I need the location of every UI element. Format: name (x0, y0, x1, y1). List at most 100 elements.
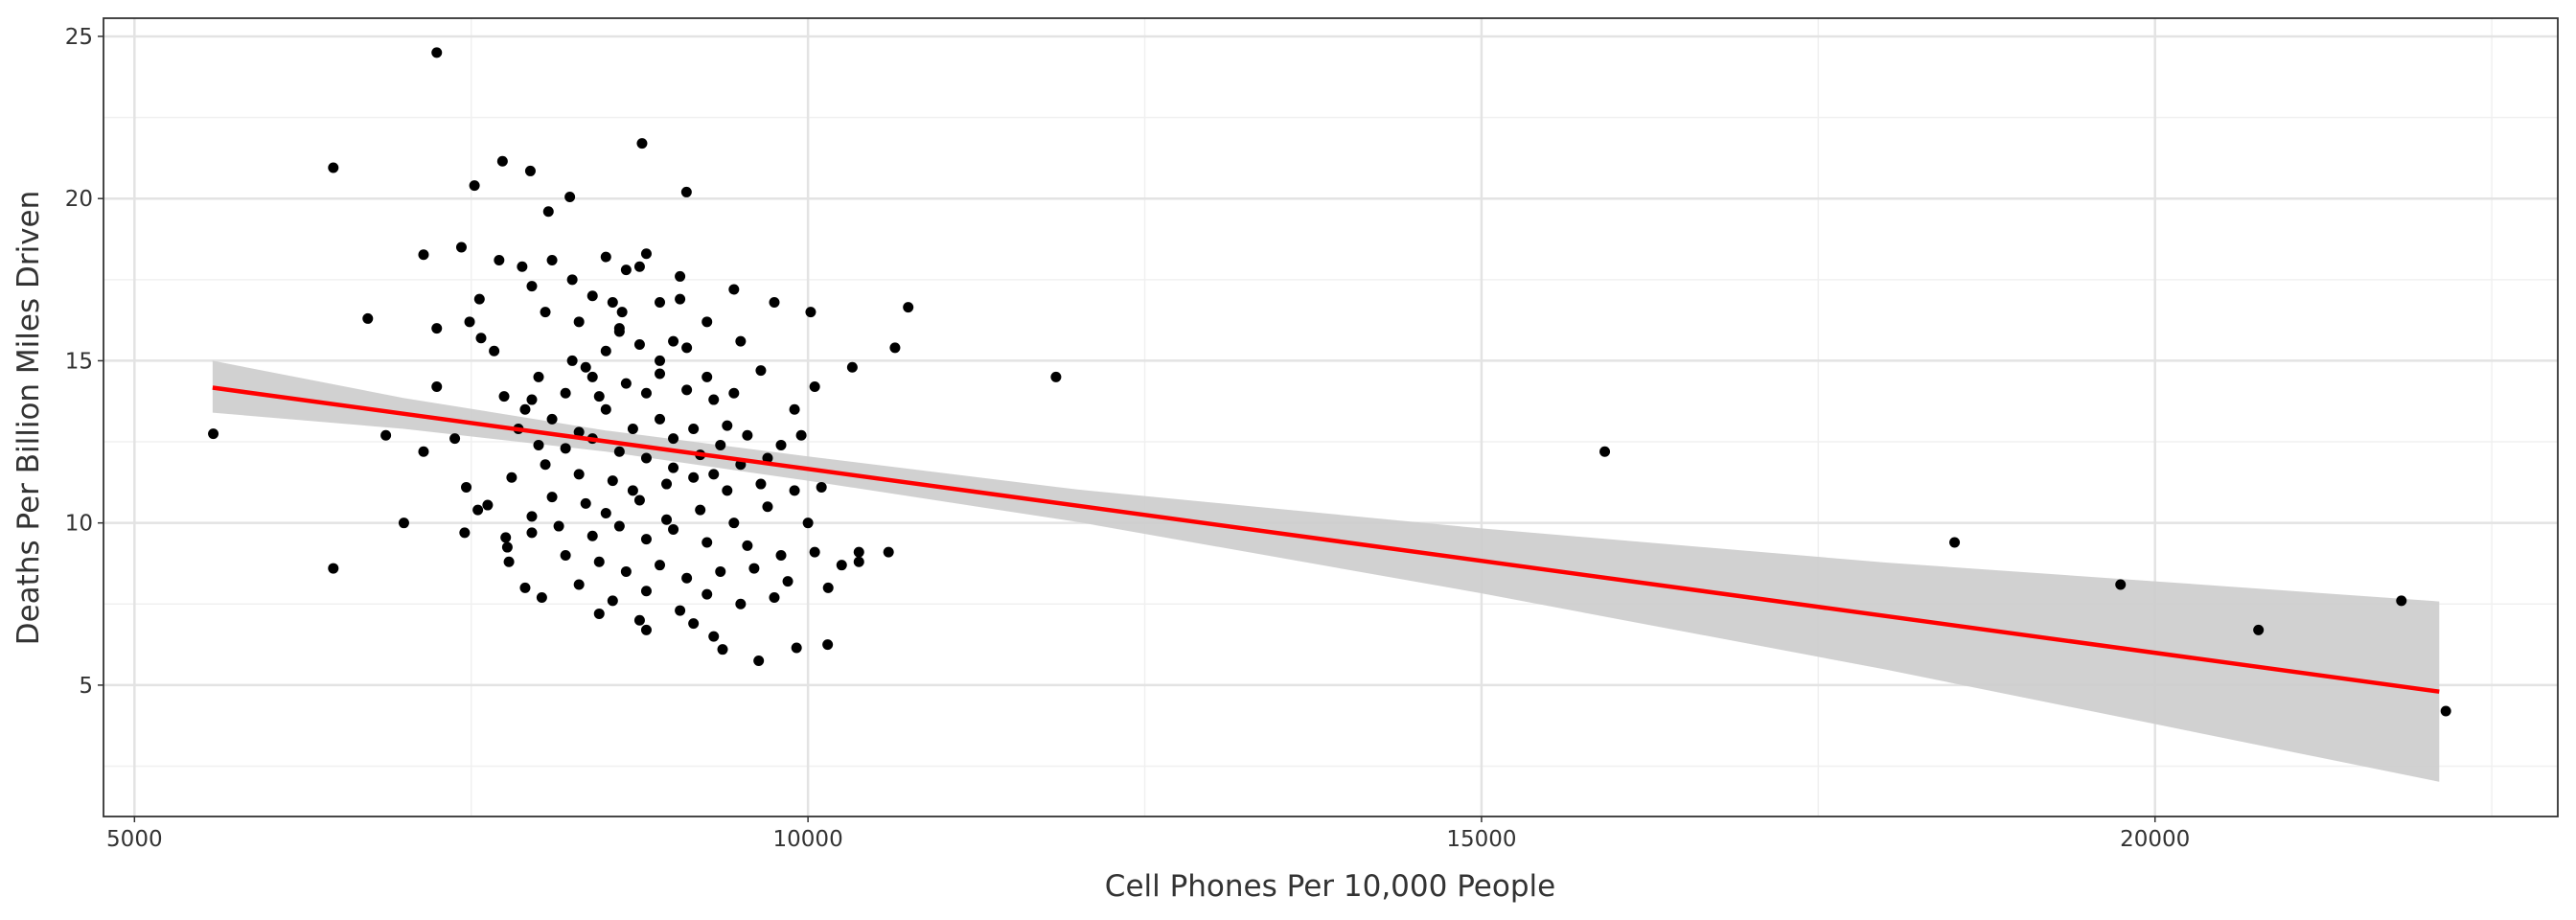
data-point (681, 342, 693, 354)
data-point (655, 413, 666, 425)
data-point (418, 446, 429, 457)
data-point (675, 605, 686, 616)
data-point (655, 297, 666, 309)
data-point (728, 284, 740, 295)
y-tick-label: 25 (65, 25, 93, 50)
data-point (613, 520, 625, 532)
data-point (564, 192, 576, 203)
data-point (600, 251, 611, 263)
data-point (482, 499, 494, 511)
data-point (636, 138, 648, 150)
data-point (702, 537, 713, 548)
data-point (735, 335, 747, 347)
data-point (2440, 705, 2451, 717)
data-point (640, 534, 652, 545)
data-point (431, 47, 443, 58)
data-point (560, 387, 571, 399)
data-point (668, 433, 679, 445)
data-point (1050, 371, 1062, 382)
data-point (846, 361, 858, 373)
data-point (883, 546, 894, 558)
y-tick-label: 20 (65, 187, 93, 212)
data-point (633, 339, 645, 351)
data-point (836, 560, 847, 571)
y-tick-label: 10 (65, 512, 93, 537)
data-point (640, 624, 652, 635)
data-point (688, 618, 700, 630)
data-point (600, 508, 611, 519)
data-point (573, 426, 585, 438)
data-point (449, 433, 461, 445)
data-point (526, 281, 538, 292)
data-point (668, 523, 679, 535)
data-point (735, 598, 747, 610)
data-point (816, 481, 827, 493)
data-point (553, 520, 564, 532)
data-point (496, 155, 508, 167)
data-point (753, 656, 765, 667)
data-point (640, 586, 652, 597)
data-point (600, 403, 611, 415)
data-point (546, 492, 558, 503)
data-point (546, 255, 558, 266)
data-point (655, 368, 666, 380)
data-point (717, 644, 728, 656)
data-point (489, 345, 500, 356)
data-point (566, 355, 578, 366)
x-tick-label: 10000 (773, 827, 843, 852)
data-point (506, 472, 518, 483)
data-point (762, 452, 773, 464)
data-point (640, 248, 652, 260)
data-point (613, 446, 625, 457)
data-point (903, 302, 914, 313)
data-point (627, 485, 638, 496)
data-point (775, 439, 787, 450)
data-point (475, 333, 487, 344)
data-point (675, 270, 686, 282)
data-point (755, 365, 767, 377)
data-point (607, 475, 618, 487)
data-point (455, 242, 467, 253)
data-point (668, 462, 679, 473)
data-point (853, 556, 864, 567)
data-point (600, 345, 611, 356)
data-point (560, 443, 571, 454)
data-point (431, 381, 443, 393)
confidence-band (212, 360, 2440, 782)
data-point (526, 511, 538, 522)
data-point (519, 403, 531, 415)
data-point (680, 186, 692, 197)
data-point (822, 639, 834, 651)
data-point (668, 335, 679, 347)
data-point (2115, 579, 2127, 590)
data-point (1599, 446, 1611, 457)
x-tick-label: 20000 (2120, 827, 2190, 852)
data-point (661, 478, 673, 490)
data-point (627, 424, 638, 435)
data-point (593, 556, 605, 567)
data-point (742, 429, 753, 441)
data-point (695, 504, 706, 516)
data-point (791, 642, 802, 654)
data-point (494, 255, 505, 266)
x-axis-title: Cell Phones Per 10,000 People (1105, 869, 1555, 904)
data-point (853, 546, 864, 558)
data-point (633, 494, 645, 506)
data-point (681, 384, 693, 396)
data-point (208, 428, 219, 440)
data-point (501, 541, 513, 553)
data-point (633, 614, 645, 626)
data-point (517, 261, 528, 272)
data-point (503, 556, 515, 567)
data-point (362, 312, 374, 324)
data-point (464, 316, 475, 328)
data-point (560, 550, 571, 562)
data-point (655, 560, 666, 571)
data-point (546, 413, 558, 425)
data-point (573, 579, 585, 590)
data-point (461, 481, 472, 493)
data-point (431, 323, 443, 334)
data-point (418, 249, 429, 261)
data-point (802, 518, 814, 529)
